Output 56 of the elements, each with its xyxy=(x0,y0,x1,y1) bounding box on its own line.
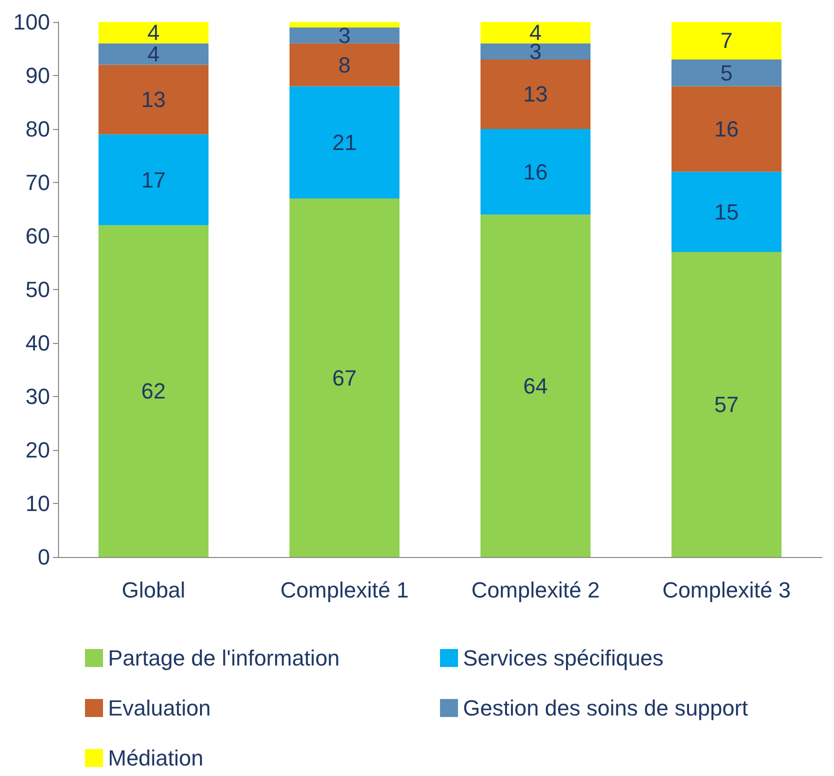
data-label: 67 xyxy=(332,365,357,390)
y-tick-label: 80 xyxy=(26,116,50,142)
bar xyxy=(480,59,590,129)
bar xyxy=(98,64,208,134)
data-label: 17 xyxy=(141,167,166,192)
y-tick-label: 0 xyxy=(38,544,50,570)
y-tick-label: 30 xyxy=(26,384,50,409)
bar xyxy=(480,43,590,60)
data-label: 7 xyxy=(720,28,733,54)
y-tick-label: 40 xyxy=(26,330,50,356)
y-tick-label: 10 xyxy=(26,491,50,516)
x-tick-label: Global xyxy=(122,578,186,602)
legend-label: Gestion des soins de support xyxy=(463,696,748,720)
bar xyxy=(98,22,208,44)
bar xyxy=(480,22,590,44)
bar xyxy=(290,198,400,557)
y-tick-label: 20 xyxy=(26,438,50,462)
legend-label: Partage de l'information xyxy=(108,646,340,670)
data-label: 15 xyxy=(714,199,739,224)
bar xyxy=(672,172,782,252)
x-tick-label: Complexité 3 xyxy=(662,578,791,602)
bar xyxy=(672,252,782,557)
data-label: 16 xyxy=(523,159,548,184)
bar xyxy=(672,59,782,86)
bar xyxy=(672,22,782,60)
bar xyxy=(290,43,400,86)
data-label: 21 xyxy=(332,130,357,155)
y-tick-label: 90 xyxy=(26,63,50,88)
bar xyxy=(290,86,400,199)
data-label: 8 xyxy=(338,52,351,78)
data-label: 64 xyxy=(523,373,548,398)
data-label: 62 xyxy=(141,378,166,404)
y-tick-label: 60 xyxy=(26,224,50,248)
bar xyxy=(480,214,590,557)
bar xyxy=(672,86,782,172)
legend-label: Médiation xyxy=(108,746,204,770)
bar xyxy=(480,129,590,215)
data-label: 57 xyxy=(714,392,739,418)
y-tick-label: 70 xyxy=(26,170,50,195)
bar xyxy=(98,134,208,226)
legend-label: Services spécifiques xyxy=(463,646,664,670)
x-tick-label: Complexité 1 xyxy=(280,578,409,602)
bar xyxy=(290,27,400,44)
bar xyxy=(98,43,208,65)
y-tick-label: 50 xyxy=(26,277,50,302)
x-tick-label: Complexité 2 xyxy=(471,578,600,602)
bar xyxy=(290,22,400,28)
data-label: 3 xyxy=(529,38,542,64)
data-label: 16 xyxy=(714,116,739,142)
data-label: 5 xyxy=(720,60,733,86)
data-label: 13 xyxy=(141,87,166,112)
data-label: 13 xyxy=(523,82,548,107)
y-tick-label: 100 xyxy=(13,10,50,34)
data-label: 3 xyxy=(338,22,351,48)
legend-label: Evaluation xyxy=(108,696,211,720)
bar xyxy=(98,225,208,557)
